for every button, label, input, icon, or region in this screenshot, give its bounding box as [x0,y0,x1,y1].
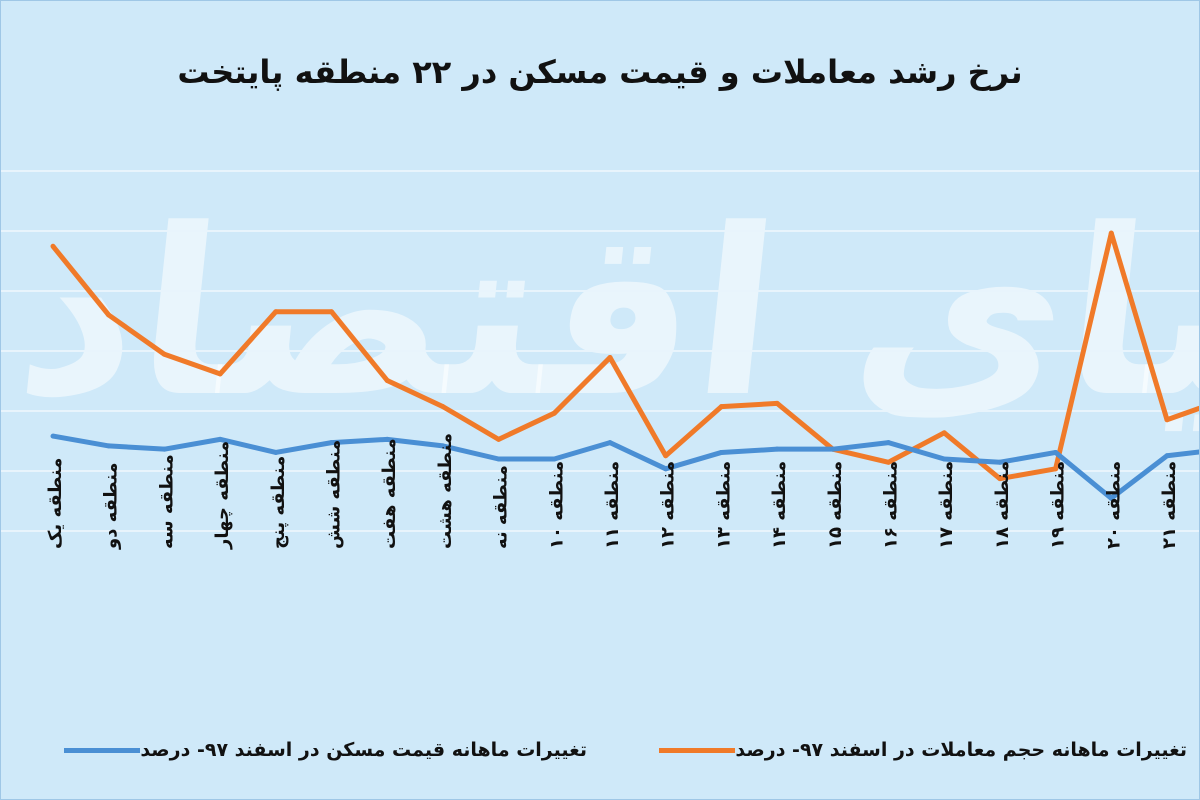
x-tick-label: منطقه سه [156,454,177,549]
price-point [1108,495,1114,501]
x-tick-labels: منطقه یک منطقه دو منطقه سه منطقه چهار منطقه … [45,433,1180,550]
x-tick-label: منطقه ۱۶ [881,461,902,549]
x-tick-label: منطقه هشت [435,433,456,549]
volume-point [1053,466,1059,472]
price-point [161,446,167,452]
price-point [496,456,502,462]
price-point [997,459,1003,465]
volume-point [997,476,1003,482]
price-point [329,440,334,446]
gridlines [1,170,1199,532]
volume-point [774,400,780,406]
x-tick-label: منطقه شش [324,440,345,549]
volume-point [106,312,112,318]
x-tick-label: منطقه پنج [268,456,289,549]
legend-item-volume: تغییرات ماهانه حجم معاملات در اسفند ۹۷- … [649,733,1187,767]
volume-point [440,404,446,410]
x-tick-label: منطقه نه [491,465,512,549]
price-point [50,433,56,439]
legend-label-volume: تغییرات ماهانه حجم معاملات در اسفند ۹۷- … [735,739,1187,761]
legend-swatch-price [64,747,141,753]
price-point [941,456,947,462]
volume-point [384,377,390,383]
price-point [440,443,446,449]
price-point [607,440,613,446]
x-tick-label: منطقه ۱۳ [713,461,734,549]
price-point [273,449,279,455]
series-line-price [52,433,1199,501]
price-point [1164,453,1170,459]
x-tick-label: منطقه ۱۰ [546,461,567,549]
volume-point [161,351,167,357]
plot-area: منطقه یک منطقه دو منطقه سه منطقه چهار منطقه … [1,170,1199,550]
x-tick-label: منطقه ۱۴ [769,461,790,549]
x-tick-label: منطقه ۱۷ [936,461,957,549]
x-tick-label: منطقه ۱۲ [658,461,679,549]
volume-point [496,436,502,442]
price-point [1053,449,1059,455]
x-tick-label: منطقه هفت [379,438,400,549]
price-point [384,436,390,442]
legend-swatch-volume [659,747,736,753]
x-tick-label: منطقه ۱۵ [825,461,846,549]
price-point [217,436,223,442]
price-point [106,443,112,449]
volume-point [217,371,223,377]
x-tick-label: منطقه چهار [212,441,233,550]
price-point [718,449,724,455]
x-tick-label: منطقه ۲۰ [1103,461,1124,549]
legend-item-price: تغییرات ماهانه قیمت مسکن در اسفند ۹۷- در… [54,733,587,767]
legend-label-price: تغییرات ماهانه قیمت مسکن در اسفند ۹۷- در… [140,739,587,761]
volume-point [941,430,947,436]
x-tick-label: منطقه ۱۸ [992,461,1013,549]
x-tick-label: منطقه ۱۱ [602,461,623,549]
volume-point [1108,230,1114,236]
price-point [886,440,891,446]
x-tick-label: منطقه ۱۹ [1048,461,1069,549]
price-point [830,446,836,452]
chart-title: نرخ رشد معاملات و قیمت مسکن در ۲۲ منطقه … [177,53,1023,91]
volume-point [663,453,669,459]
price-point [663,466,669,472]
volume-point [50,243,56,249]
legend: تغییرات ماهانه حجم معاملات در اسفند ۹۷- … [1,725,1199,773]
volume-point [718,404,724,410]
volume-point [551,410,557,416]
x-tick-label: منطقه یک [45,458,66,549]
price-point [551,456,557,462]
volume-point [886,459,891,465]
x-tick-label: منطقه ۲۱ [1159,461,1180,549]
volume-point [329,309,334,315]
price-point [774,446,780,452]
series-line-volume [51,230,1199,482]
series-lines [50,230,1199,501]
volume-point [273,309,279,315]
x-tick-label: منطقه دو [101,462,122,550]
volume-point [1164,417,1170,423]
volume-point [607,355,613,361]
